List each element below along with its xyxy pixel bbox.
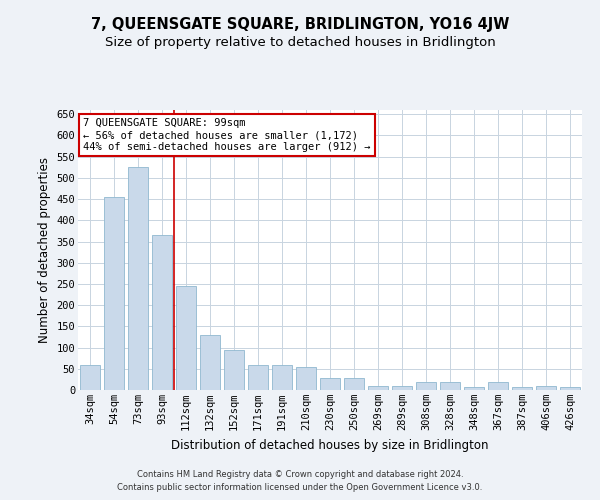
Bar <box>320 378 340 390</box>
Bar <box>104 197 124 390</box>
Y-axis label: Number of detached properties: Number of detached properties <box>38 157 51 343</box>
Bar <box>488 382 508 390</box>
Bar <box>368 386 388 390</box>
Bar <box>440 382 460 390</box>
Bar <box>416 382 436 390</box>
Bar <box>200 335 220 390</box>
Bar <box>464 386 484 390</box>
Text: Contains HM Land Registry data © Crown copyright and database right 2024.: Contains HM Land Registry data © Crown c… <box>137 470 463 479</box>
Bar <box>152 235 172 390</box>
Bar <box>560 386 580 390</box>
Bar <box>248 364 268 390</box>
Text: 7 QUEENSGATE SQUARE: 99sqm
← 56% of detached houses are smaller (1,172)
44% of s: 7 QUEENSGATE SQUARE: 99sqm ← 56% of deta… <box>83 118 371 152</box>
Bar <box>176 286 196 390</box>
Bar <box>392 386 412 390</box>
Bar <box>128 168 148 390</box>
Bar <box>224 350 244 390</box>
Bar <box>512 386 532 390</box>
Bar <box>80 364 100 390</box>
Text: 7, QUEENSGATE SQUARE, BRIDLINGTON, YO16 4JW: 7, QUEENSGATE SQUARE, BRIDLINGTON, YO16 … <box>91 18 509 32</box>
Bar <box>536 386 556 390</box>
Bar <box>272 364 292 390</box>
Text: Size of property relative to detached houses in Bridlington: Size of property relative to detached ho… <box>104 36 496 49</box>
Bar <box>296 366 316 390</box>
X-axis label: Distribution of detached houses by size in Bridlington: Distribution of detached houses by size … <box>171 438 489 452</box>
Text: Contains public sector information licensed under the Open Government Licence v3: Contains public sector information licen… <box>118 483 482 492</box>
Bar <box>344 378 364 390</box>
